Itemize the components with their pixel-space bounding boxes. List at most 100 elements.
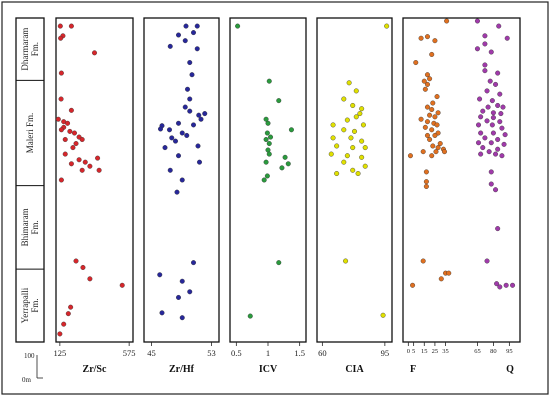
data-point	[418, 35, 424, 41]
data-point	[62, 151, 68, 157]
data-point	[341, 127, 347, 133]
data-point	[487, 78, 493, 84]
data-point	[58, 35, 64, 41]
data-point	[423, 179, 429, 185]
data-point	[184, 86, 190, 92]
data-point	[435, 145, 441, 151]
data-point	[344, 153, 350, 159]
axis-title: ICV	[259, 364, 278, 375]
data-point	[502, 132, 508, 138]
data-point	[350, 102, 356, 108]
formation-label-yerrapalli: Yerrapalli	[20, 287, 30, 323]
data-point	[498, 111, 504, 117]
data-point	[330, 135, 336, 141]
data-point	[357, 111, 363, 117]
axis-title: Zr/Hf	[169, 364, 195, 375]
data-point	[482, 68, 488, 74]
panel-f-q: 0 5 15 25 35 65 80 95 F Q	[402, 17, 521, 375]
scale-bottom-label: 0m	[22, 376, 32, 384]
data-point	[175, 32, 181, 38]
data-point	[169, 135, 175, 141]
data-point	[486, 149, 492, 155]
data-point	[58, 177, 64, 183]
data-point	[430, 100, 436, 106]
data-point	[341, 96, 347, 102]
data-point	[55, 116, 61, 122]
data-point	[264, 173, 270, 179]
data-point	[247, 313, 253, 319]
data-point	[478, 151, 484, 157]
data-point	[196, 112, 202, 118]
data-point	[196, 159, 202, 165]
formation-label-dharmaram: Fm.	[30, 42, 40, 56]
data-point	[480, 145, 486, 151]
data-point	[429, 127, 435, 133]
tick-label: 95	[381, 348, 390, 358]
data-point	[68, 107, 74, 113]
axis-title: F	[410, 364, 416, 375]
data-point	[61, 321, 67, 327]
data-point	[58, 127, 64, 133]
data-point	[179, 315, 185, 321]
data-point	[179, 278, 185, 284]
formation-label-bhimaram: Bhimaram	[20, 208, 30, 246]
data-point	[353, 88, 359, 94]
data-point	[384, 23, 390, 29]
data-point	[441, 149, 447, 155]
data-point	[182, 38, 188, 44]
tick-label: 15	[421, 348, 428, 355]
data-point	[68, 23, 74, 29]
data-point	[282, 154, 288, 160]
panel-frame	[55, 17, 134, 343]
data-point	[478, 130, 484, 136]
data-point	[190, 30, 196, 36]
data-point	[427, 112, 433, 118]
data-point	[493, 151, 499, 157]
data-point	[494, 281, 500, 287]
panel-icv: 0.5 1 1.5 ICV	[229, 17, 307, 375]
data-point	[71, 130, 77, 136]
data-point	[359, 138, 365, 144]
data-point	[189, 72, 195, 78]
data-point	[495, 146, 501, 152]
data-point	[427, 136, 433, 142]
data-point	[175, 153, 181, 159]
data-point	[444, 18, 450, 24]
data-point	[266, 141, 272, 147]
data-point	[194, 23, 200, 29]
data-point	[183, 23, 189, 29]
data-point	[58, 96, 64, 102]
tick-label: 1.5	[294, 348, 305, 358]
data-point	[424, 34, 430, 40]
tick-label: 25	[432, 348, 439, 355]
data-point	[119, 282, 125, 288]
data-point	[446, 270, 452, 276]
data-point	[429, 107, 435, 113]
data-point	[175, 294, 181, 300]
data-point	[355, 171, 361, 177]
panel-zr-sc: 125 575 Zr/Sc	[53, 17, 136, 375]
data-point	[328, 151, 334, 157]
data-point	[493, 187, 499, 193]
data-point	[285, 161, 291, 167]
data-point	[490, 115, 496, 121]
data-point	[429, 153, 435, 159]
data-point	[80, 264, 86, 270]
data-point	[407, 153, 413, 159]
data-point	[182, 104, 188, 110]
data-point	[87, 276, 93, 282]
data-point	[175, 120, 181, 126]
data-point	[438, 276, 444, 282]
data-point	[96, 167, 102, 173]
data-point	[87, 163, 93, 169]
data-point	[187, 60, 193, 66]
data-point	[482, 62, 488, 68]
panel-frame	[402, 17, 521, 343]
data-point	[263, 136, 269, 142]
tick-label: 5	[412, 348, 415, 355]
data-point	[499, 125, 505, 131]
data-point	[95, 155, 101, 161]
axis-title: Zr/Sc	[83, 364, 107, 375]
data-point	[263, 116, 269, 122]
